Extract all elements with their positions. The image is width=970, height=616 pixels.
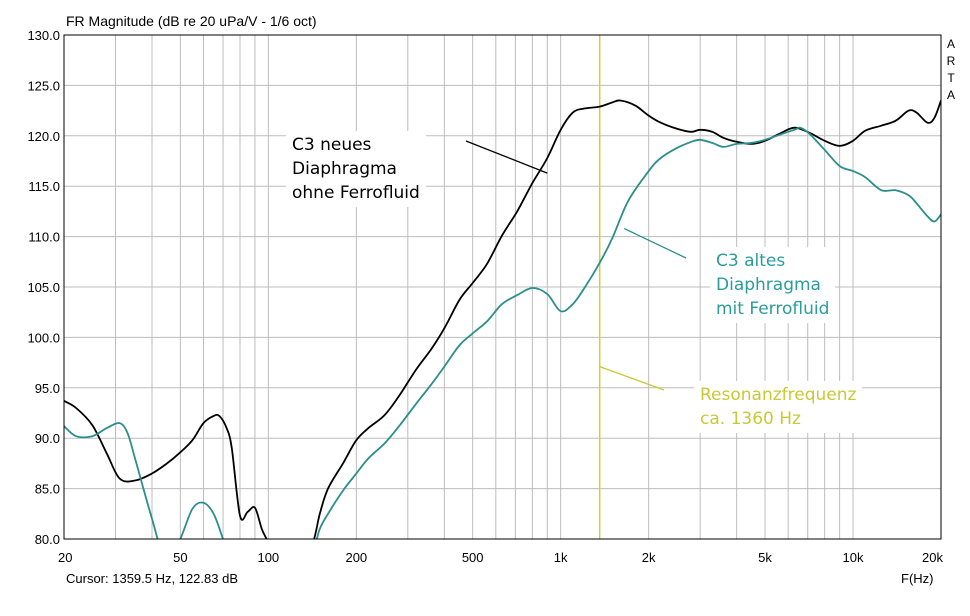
annotation-new-diaphragm: C3 neues Diaphragma ohne Ferrofluid bbox=[286, 131, 426, 207]
y-tick-label: 85.0 bbox=[35, 482, 60, 497]
y-tick-label: 105.0 bbox=[27, 280, 60, 295]
x-tick-label: 20k bbox=[922, 550, 943, 565]
grid bbox=[64, 35, 941, 539]
logo-letter: A bbox=[946, 37, 955, 51]
arta-logo: A R T A bbox=[944, 36, 958, 104]
x-tick-label: 10k bbox=[843, 550, 864, 565]
pointer-line-old-diaphragm bbox=[623, 227, 687, 259]
y-axis-ticks: 130.0 125.0 120.0 115.0 110.0 105.0 100.0 95.0 9… bbox=[27, 28, 60, 547]
logo-letter: A bbox=[946, 88, 955, 102]
logo-letter: R bbox=[946, 54, 956, 68]
series-line-new-diaphragm bbox=[64, 99, 941, 539]
y-tick-label: 125.0 bbox=[27, 78, 60, 93]
x-tick-label: 5k bbox=[758, 550, 772, 565]
x-tick-label: 500 bbox=[462, 550, 484, 565]
y-tick-label: 95.0 bbox=[35, 381, 60, 396]
cursor-readout: Cursor: 1359.5 Hz, 122.83 dB bbox=[66, 571, 238, 586]
x-tick-label: 100 bbox=[257, 550, 279, 565]
chart-marks bbox=[64, 35, 941, 539]
series-line-old-diaphragm bbox=[64, 126, 941, 539]
y-tick-label: 130.0 bbox=[27, 28, 60, 43]
y-tick-label: 110.0 bbox=[28, 230, 60, 245]
x-tick-label: 50 bbox=[173, 550, 187, 565]
x-axis-label: F(Hz) bbox=[901, 571, 934, 586]
pointer-line-new-diaphragm bbox=[465, 140, 548, 174]
logo-letter: T bbox=[947, 71, 955, 85]
plot-frame bbox=[63, 34, 942, 540]
y-tick-label: 90.0 bbox=[35, 431, 60, 446]
y-tick-label: 120.0 bbox=[27, 129, 60, 144]
pointer-line-resonance bbox=[599, 366, 665, 391]
y-tick-label: 100.0 bbox=[27, 330, 60, 345]
annotation-pointers bbox=[465, 140, 687, 391]
annotation-resonance: Resonanzfrequenz ca. 1360 Hz bbox=[694, 381, 863, 433]
x-tick-label: 200 bbox=[345, 550, 367, 565]
x-tick-label: 2k bbox=[642, 550, 656, 565]
y-tick-label: 80.0 bbox=[35, 532, 60, 547]
x-tick-label: 20 bbox=[58, 550, 72, 565]
x-axis-ticks: 20 50 100 200 500 1k 2k 5k 10k 20k bbox=[58, 550, 943, 565]
chart-title: FR Magnitude (dB re 20 uPa/V - 1/6 oct) bbox=[66, 13, 317, 29]
x-tick-label: 1k bbox=[554, 550, 568, 565]
y-tick-label: 115.0 bbox=[28, 179, 60, 194]
annotation-old-diaphragm: C3 altes Diaphragma mit Ferrofluid bbox=[710, 247, 836, 323]
